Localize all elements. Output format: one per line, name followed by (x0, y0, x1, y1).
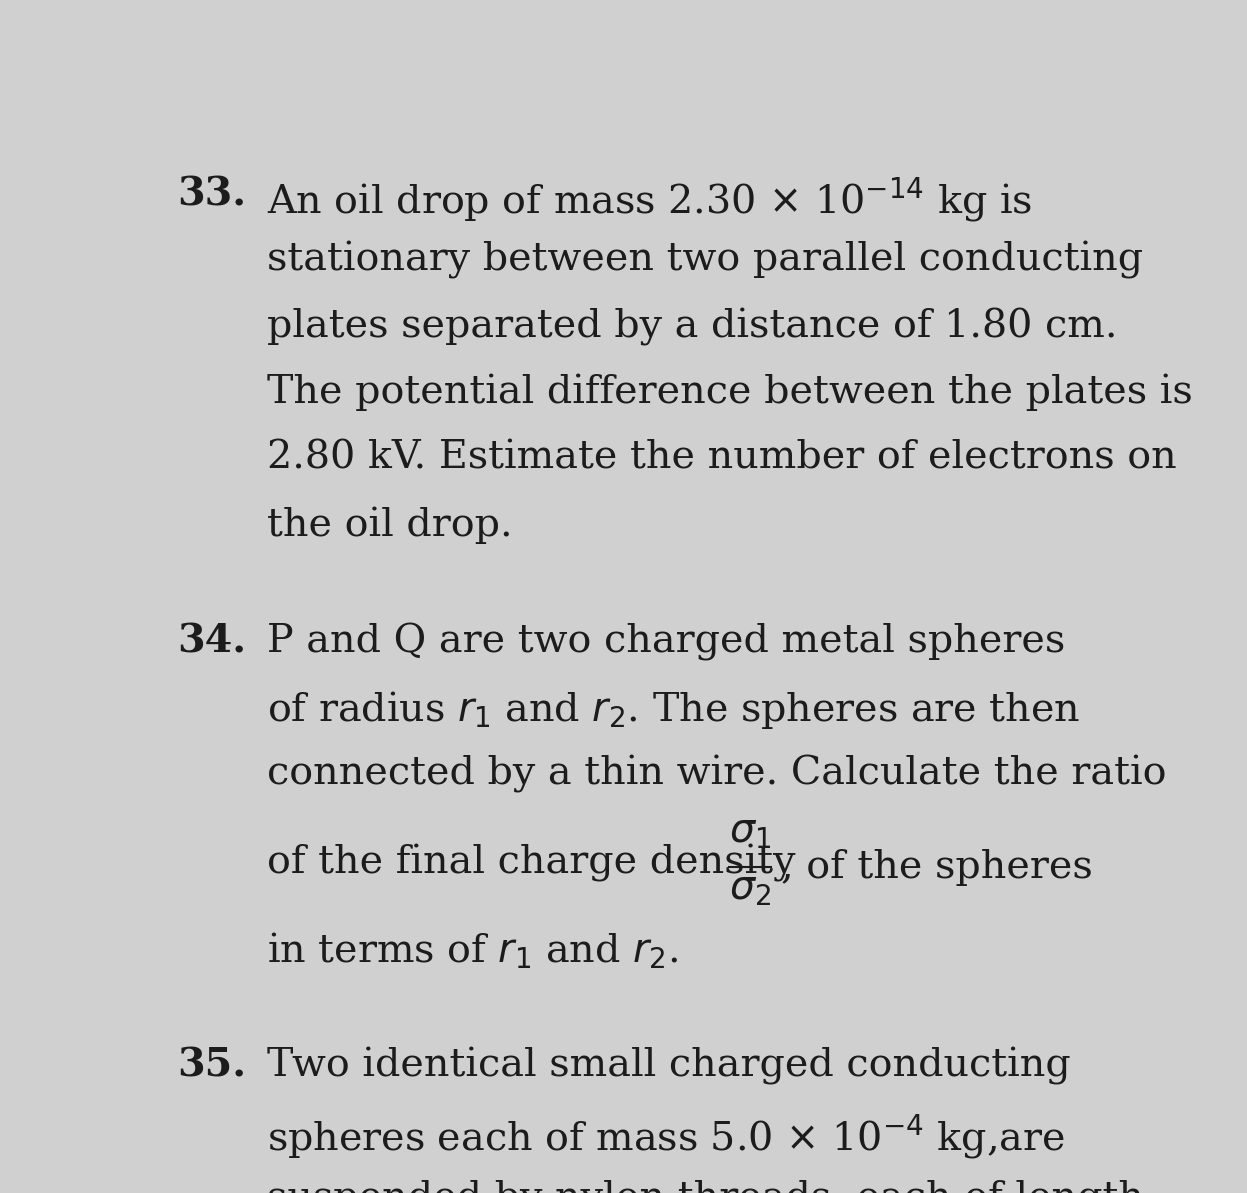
Text: of the final charge density: of the final charge density (267, 845, 808, 883)
Text: plates separated by a distance of 1.80 cm.: plates separated by a distance of 1.80 c… (267, 308, 1117, 346)
Text: of radius $r_1$ and $r_2$. The spheres are then: of radius $r_1$ and $r_2$. The spheres a… (267, 688, 1080, 731)
Text: Two identical small charged conducting: Two identical small charged conducting (267, 1047, 1071, 1084)
Text: $\sigma_1$: $\sigma_1$ (729, 814, 772, 851)
Text: 35.: 35. (177, 1047, 246, 1084)
Text: in terms of $r_1$ and $r_2$.: in terms of $r_1$ and $r_2$. (267, 931, 678, 971)
Text: 34.: 34. (177, 623, 246, 661)
Text: 2.80 kV. Estimate the number of electrons on: 2.80 kV. Estimate the number of electron… (267, 440, 1177, 477)
Text: 33.: 33. (177, 175, 246, 214)
Text: The potential difference between the plates is: The potential difference between the pla… (267, 373, 1193, 412)
Text: P and Q are two charged metal spheres: P and Q are two charged metal spheres (267, 623, 1065, 661)
Text: spheres each of mass 5.0 $\times$ 10$^{-4}$ kg,are: spheres each of mass 5.0 $\times$ 10$^{-… (267, 1113, 1065, 1162)
Text: suspended by nylon threads, each of length: suspended by nylon threads, each of leng… (267, 1179, 1143, 1193)
Text: the oil drop.: the oil drop. (267, 506, 513, 544)
Text: stationary between two parallel conducting: stationary between two parallel conducti… (267, 241, 1143, 279)
Text: An oil drop of mass 2.30 $\times$ 10$^{-14}$ kg is: An oil drop of mass 2.30 $\times$ 10$^{-… (267, 175, 1033, 224)
Text: $\sigma_2$: $\sigma_2$ (729, 871, 771, 908)
Text: connected by a thin wire. Calculate the ratio: connected by a thin wire. Calculate the … (267, 755, 1166, 793)
Text: , of the spheres: , of the spheres (781, 848, 1092, 885)
